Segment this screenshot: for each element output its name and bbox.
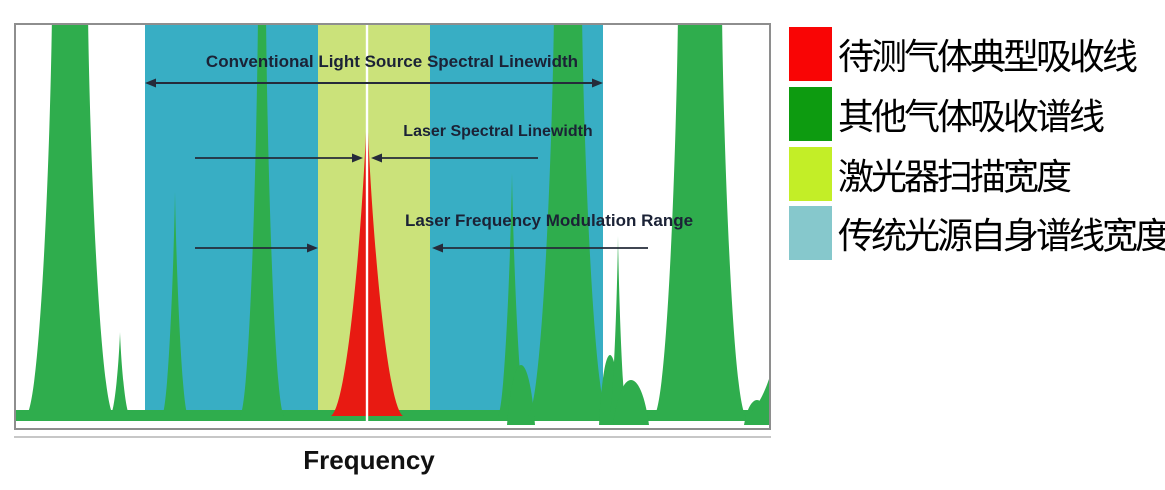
annotation-conventional-linewidth: Conventional Light Source Spectral Linew… [205,52,579,71]
legend-swatch-other-gas-lines [789,87,832,141]
annotation-laser-spectral-linewidth: Laser Spectral Linewidth [403,123,593,140]
legend-swatch-conventional-source-linewidth [789,206,832,260]
gas-absorption-peak-0 [26,25,114,416]
legend-label: 激光器扫描宽度 [838,157,1072,197]
legend-label: 其他气体吸收谱线 [838,97,1105,137]
spectrum-plot-area [16,25,769,425]
legend-label: 待测气体典型吸收线 [838,37,1138,77]
laser-spectral-linewidth-arrowhead [371,153,382,163]
legend: 待测气体典型吸收线 其他气体吸收谱线 激光器扫描宽度 传统光源自身谱线宽度 [789,0,1165,490]
laser-frequency-modulation-range-arrowhead [432,243,443,253]
chart-bottom-shadow-line [14,436,771,438]
x-axis-label: Frequency [303,445,435,475]
laser-line-centerline [365,25,369,421]
legend-swatch-target-gas-line [789,27,832,81]
annotation-laser-frequency-modulation-range: Laser Frequency Modulation Range [404,211,694,230]
gas-absorption-peak-12 [743,378,769,416]
gas-absorption-peak-8 [609,236,627,416]
laser-frequency-modulation-range-arrowhead [307,243,318,253]
gas-absorption-peak-3 [240,25,284,416]
gas-absorption-peak-5 [507,365,535,425]
conventional-linewidth-arrowhead [592,78,603,88]
gas-absorption-peak-4 [498,173,526,416]
gas-absorption-peak-1 [110,332,130,416]
gas-absorption-peak-2 [162,192,188,416]
conventional-linewidth-arrowhead [145,78,156,88]
legend-label: 传统光源自身谱线宽度 [838,216,1165,256]
gas-absorption-peak-9 [613,380,649,425]
laser-spectral-linewidth-arrowhead [352,153,363,163]
gas-absorption-peak-6 [528,25,608,416]
legend-swatch-laser-scan-width [789,147,832,201]
gas-absorption-peak-10 [654,25,746,416]
spectrum-chart: Conventional Light Source Spectral Linew… [14,23,771,430]
